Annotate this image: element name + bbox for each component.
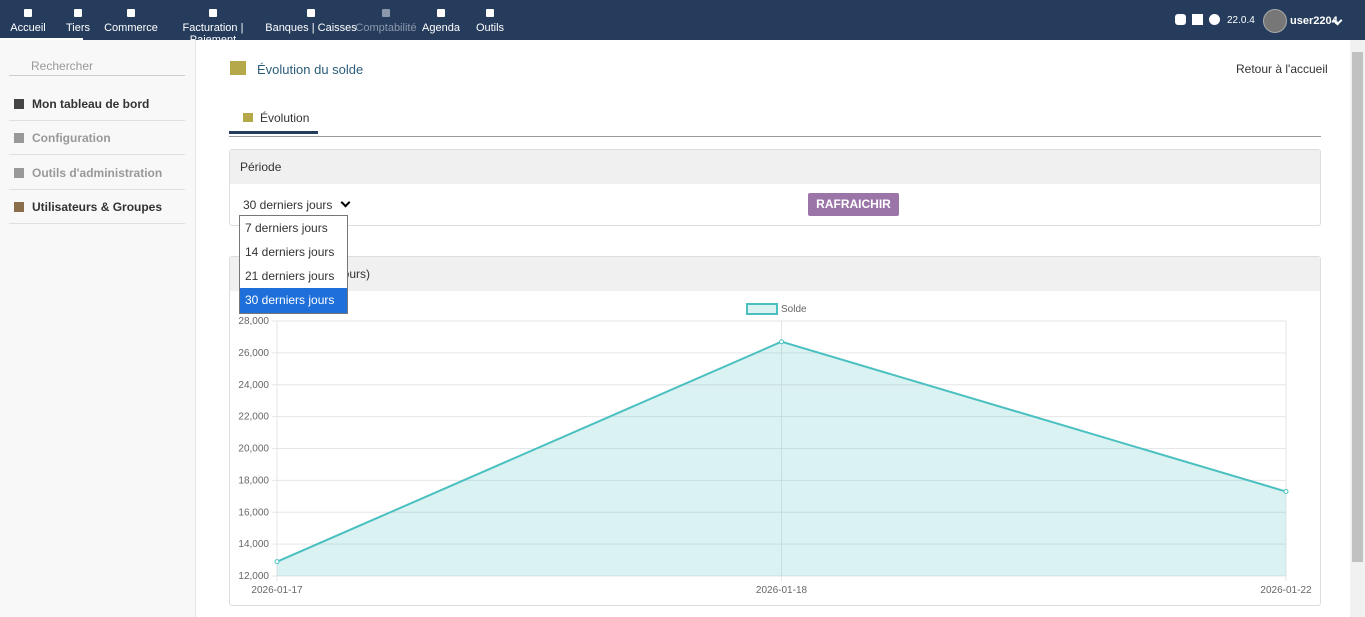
print-icon[interactable] <box>1192 14 1203 25</box>
tab-label: Évolution <box>260 111 310 125</box>
y-tick-label: 12,000 <box>238 571 269 582</box>
dropdown-option[interactable]: 30 derniers jours <box>240 288 347 313</box>
menu-label: Outils d'administration <box>32 166 163 180</box>
avatar[interactable] <box>1263 9 1287 33</box>
menu-item[interactable]: Utilisateurs & Groupes <box>9 190 185 224</box>
y-tick-label: 20,000 <box>238 444 269 455</box>
bank-icon <box>230 61 246 75</box>
period-panel: Période 30 derniers jours RAFRAICHIR <box>229 149 1321 226</box>
y-tick-label: 16,000 <box>238 507 269 518</box>
legend-swatch <box>746 303 778 315</box>
dropdown-option[interactable]: 21 derniers jours <box>245 269 335 283</box>
sidebar: Rechercher Mon tableau de bord Configura… <box>0 40 196 617</box>
nav-item[interactable]: Facturation | Paiement <box>158 0 268 46</box>
tab-bar: Évolution <box>229 100 1321 137</box>
help-icon[interactable] <box>1209 14 1220 25</box>
tab[interactable]: Évolution <box>229 100 318 134</box>
nav-label: Comptabilité <box>355 22 417 34</box>
dropdown-option[interactable]: 7 derniers jours <box>245 221 328 235</box>
nav-item[interactable]: Banques | Caisses <box>256 0 366 40</box>
refresh-button[interactable]: RAFRAICHIR <box>808 193 899 216</box>
scroll-thumb[interactable] <box>1352 52 1363 562</box>
menu-label: Utilisateurs & Groupes <box>32 200 163 214</box>
y-tick-label: 24,000 <box>238 380 269 391</box>
panel-header: jours) <box>230 257 1320 291</box>
nav-item[interactable]: Outils <box>435 0 545 40</box>
y-tick-label: 22,000 <box>238 412 269 423</box>
nav-item[interactable]: Tiers <box>23 0 133 40</box>
nav-label: Accueil <box>10 22 46 34</box>
x-tick-label: 2026-01-17 <box>251 585 303 596</box>
back-link[interactable]: Retour à l'accueil <box>1236 62 1328 76</box>
menu-label: Configuration <box>32 131 111 145</box>
search-placeholder: Rechercher <box>31 59 94 73</box>
area <box>277 341 1286 576</box>
nav-label: Tiers <box>65 22 91 34</box>
nav-item[interactable]: Comptabilité <box>331 0 441 40</box>
y-tick-label: 18,000 <box>238 475 269 486</box>
search-box[interactable]: Rechercher <box>9 56 185 76</box>
period-select[interactable]: 30 derniers jours <box>243 197 351 212</box>
user-name[interactable]: user2204 <box>1290 15 1338 27</box>
y-tick-label: 26,000 <box>238 348 269 359</box>
point <box>779 339 784 345</box>
nav-label: Facturation | Paiement <box>182 22 244 46</box>
dropdown-option[interactable]: 14 derniers jours <box>245 245 335 259</box>
menu-item[interactable]: Configuration <box>9 121 185 155</box>
menu-label: Mon tableau de bord <box>32 97 150 111</box>
nav-label: Banques | Caisses <box>265 22 357 34</box>
nav-item[interactable]: Agenda <box>386 0 496 40</box>
panel-header: Période <box>230 150 1320 184</box>
nav-item[interactable]: Accueil <box>0 0 83 40</box>
top-bar: Accueil Tiers Commerce Facturation | Pai… <box>0 0 1365 46</box>
chart: 12,000 14,000 16,000 18,000 20,000 22,000 24,0… <box>238 303 1312 596</box>
page-title: Évolution du solde <box>257 62 364 77</box>
menu-item[interactable]: Mon tableau de bord <box>9 87 185 121</box>
select-value: 30 derniers jours <box>243 198 333 212</box>
y-tick-label: 28,000 <box>238 316 269 327</box>
bug-icon[interactable] <box>1175 14 1186 25</box>
dropdown: 7 derniers jours 14 derniers jours 21 de… <box>239 215 348 314</box>
nav-label: Outils <box>475 22 505 34</box>
legend-label: Solde <box>781 304 807 315</box>
nav-item[interactable]: Commerce <box>76 0 186 40</box>
y-tick-label: 14,000 <box>238 539 269 550</box>
x-tick-label: 2026-01-22 <box>1260 585 1312 596</box>
point <box>1283 489 1289 495</box>
version: 22.0.4 <box>1227 15 1255 26</box>
scrollbar <box>1350 40 1365 617</box>
tab-icon <box>243 113 253 122</box>
menu-item[interactable]: Outils d'administration <box>9 156 185 190</box>
nav-label: Agenda <box>422 22 460 34</box>
x-tick-label: 2026-01-18 <box>756 585 808 596</box>
nav-label: Commerce <box>104 22 158 34</box>
point <box>274 559 280 565</box>
